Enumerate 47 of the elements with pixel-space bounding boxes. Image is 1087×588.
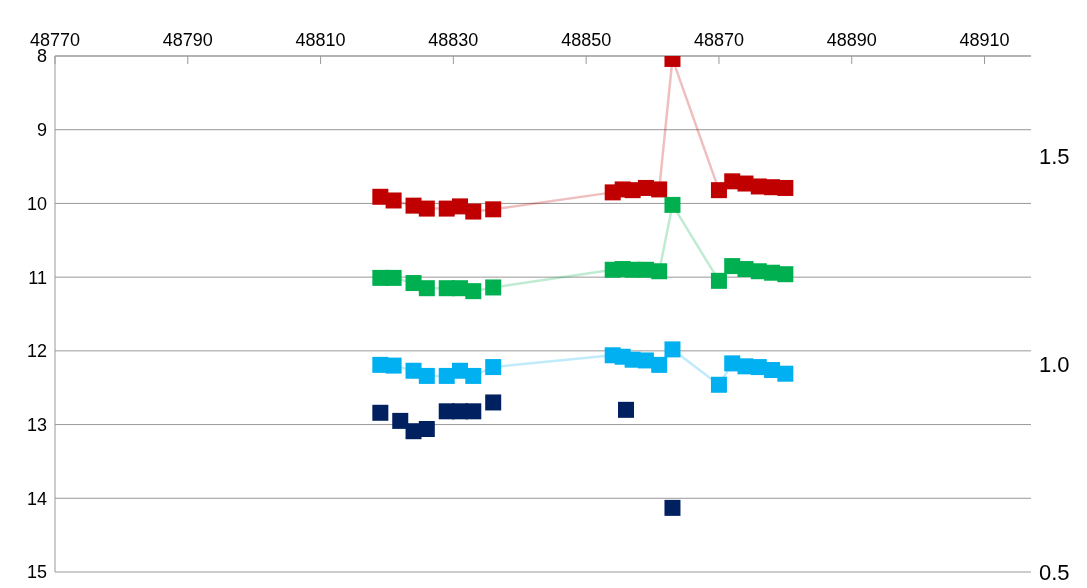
y-tick-label: 11 xyxy=(28,267,47,288)
y-tick-label: 13 xyxy=(26,414,47,435)
x-tick-label: 48850 xyxy=(561,30,612,50)
y2-tick-label: 1.5 xyxy=(1039,143,1070,169)
point xyxy=(418,200,435,217)
point xyxy=(385,357,402,374)
point xyxy=(485,394,502,411)
point xyxy=(617,401,634,418)
x-tick-label: 48890 xyxy=(826,30,877,50)
y-tick-label: 14 xyxy=(26,488,47,509)
point xyxy=(418,420,435,437)
point xyxy=(418,367,435,384)
point xyxy=(710,182,727,199)
point xyxy=(485,201,502,218)
point xyxy=(710,272,727,289)
point xyxy=(465,283,482,300)
point xyxy=(485,279,502,296)
point xyxy=(465,367,482,384)
point xyxy=(777,266,794,283)
point xyxy=(664,341,681,358)
y-tick-label: 12 xyxy=(26,341,47,362)
y2-tick-label: 0.5 xyxy=(1039,559,1070,585)
x-tick-label: 48830 xyxy=(428,30,479,50)
point xyxy=(651,181,668,198)
point xyxy=(710,376,727,393)
point xyxy=(385,192,402,209)
point xyxy=(777,179,794,196)
point xyxy=(651,263,668,280)
y2-tick-label: 1.0 xyxy=(1039,351,1070,377)
point xyxy=(418,280,435,297)
point xyxy=(777,365,794,382)
point xyxy=(664,499,681,516)
point xyxy=(651,356,668,373)
y-tick-label: 10 xyxy=(26,193,47,214)
x-tick-label: 48810 xyxy=(295,30,346,50)
point xyxy=(465,203,482,220)
x-tick-label: 48790 xyxy=(162,30,213,50)
y-tick-label: 9 xyxy=(36,120,47,141)
point xyxy=(485,359,502,376)
point xyxy=(385,269,402,286)
y-tick-label: 15 xyxy=(26,562,47,583)
point xyxy=(372,404,389,421)
x-tick-label: 48910 xyxy=(959,30,1010,50)
point xyxy=(664,196,681,213)
x-tick-label: 48870 xyxy=(693,30,744,50)
point xyxy=(392,412,409,429)
point xyxy=(465,403,482,420)
